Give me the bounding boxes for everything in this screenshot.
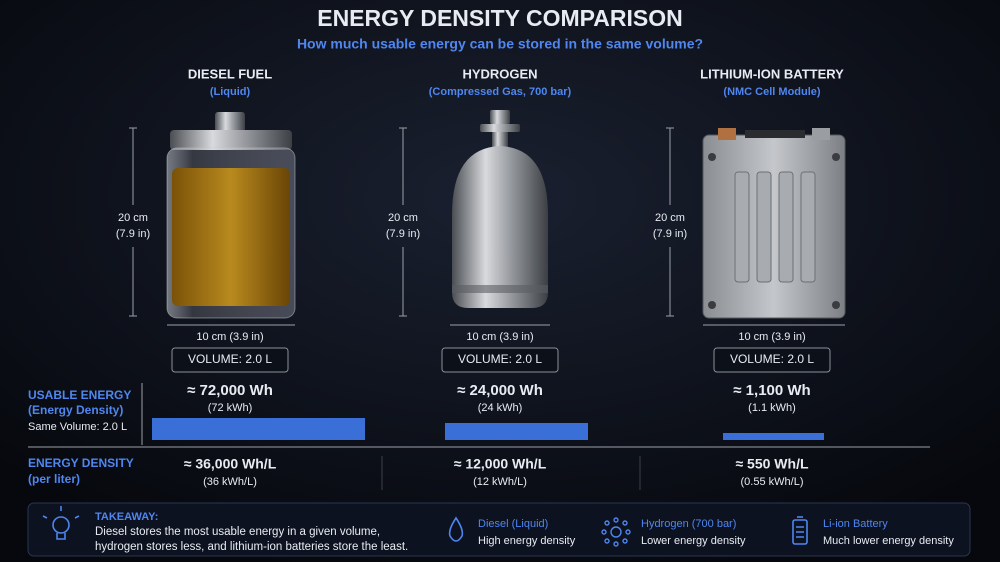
column-subtitle: (Liquid): [210, 86, 251, 98]
width-label: 10 cm (3.9 in): [196, 331, 263, 343]
column-title: DIESEL FUEL: [188, 66, 272, 81]
height-label: (7.9 in): [386, 228, 420, 240]
height-label: 20 cm: [655, 212, 685, 224]
legend-name: Hydrogen (700 bar): [641, 518, 736, 530]
takeaway-text: hydrogen stores less, and lithium-ion ba…: [95, 541, 408, 553]
density-sub: (12 kWh/L): [473, 476, 527, 488]
column-subtitle: (NMC Cell Module): [723, 86, 820, 98]
density-value: ≈ 36,000 Wh/L: [184, 456, 277, 472]
legend-desc: Much lower energy density: [823, 535, 954, 547]
volume-label: VOLUME: 2.0 L: [188, 352, 272, 366]
density-sub: (36 kWh/L): [203, 476, 257, 488]
energy-bar: [152, 418, 365, 440]
takeaway-box: [27, 502, 971, 557]
height-label: (7.9 in): [116, 228, 150, 240]
row-label: (per liter): [28, 472, 80, 486]
height-label: 20 cm: [388, 212, 418, 224]
hydrogen-icon: [601, 517, 631, 547]
energy-sub: (72 kWh): [208, 402, 253, 414]
density-sub: (0.55 kWh/L): [741, 476, 804, 488]
volume-box: [441, 347, 559, 373]
height-label: 20 cm: [118, 212, 148, 224]
density-value: ≈ 550 Wh/L: [735, 456, 808, 472]
battery-illustration: [702, 128, 846, 319]
legend-name: Diesel (Liquid): [478, 518, 548, 530]
takeaway-text: Diesel stores the most usable energy in …: [95, 526, 380, 538]
volume-box: [713, 347, 831, 373]
hydrogen-illustration: [452, 110, 548, 308]
energy-bar: [445, 423, 588, 440]
legend-desc: Lower energy density: [641, 535, 746, 547]
volume-label: VOLUME: 2.0 L: [458, 352, 542, 366]
energy-bar: [723, 433, 824, 440]
title: ENERGY DENSITY COMPARISON: [317, 5, 683, 31]
legend-name: Li-ion Battery: [823, 518, 888, 530]
energy-value: ≈ 72,000 Wh: [187, 382, 273, 399]
column-subtitle: (Compressed Gas, 700 bar): [429, 86, 572, 98]
energy-sub: (1.1 kWh): [748, 402, 796, 414]
volume-label: VOLUME: 2.0 L: [730, 352, 814, 366]
takeaway-title: TAKEAWAY:: [95, 511, 158, 523]
density-value: ≈ 12,000 Wh/L: [454, 456, 547, 472]
battery-icon: [792, 516, 808, 545]
width-label: 10 cm (3.9 in): [738, 331, 805, 343]
bulb-icon: [42, 506, 80, 540]
height-label: (7.9 in): [653, 228, 687, 240]
diesel-illustration: [166, 112, 296, 319]
row-label: ENERGY DENSITY: [28, 456, 134, 470]
row-label: (Energy Density): [28, 403, 123, 417]
column-title: LITHIUM-ION BATTERY: [700, 66, 844, 81]
drop-icon: [448, 516, 464, 542]
energy-value: ≈ 24,000 Wh: [457, 382, 543, 399]
volume-box: [171, 347, 289, 373]
subtitle: How much usable energy can be stored in …: [297, 36, 703, 52]
energy-sub: (24 kWh): [478, 402, 523, 414]
legend-desc: High energy density: [478, 535, 576, 547]
row-label: USABLE ENERGY: [28, 388, 131, 402]
column-title: HYDROGEN: [462, 66, 537, 81]
width-label: 10 cm (3.9 in): [466, 331, 533, 343]
energy-value: ≈ 1,100 Wh: [733, 382, 810, 399]
row-note: Same Volume: 2.0 L: [28, 421, 127, 433]
